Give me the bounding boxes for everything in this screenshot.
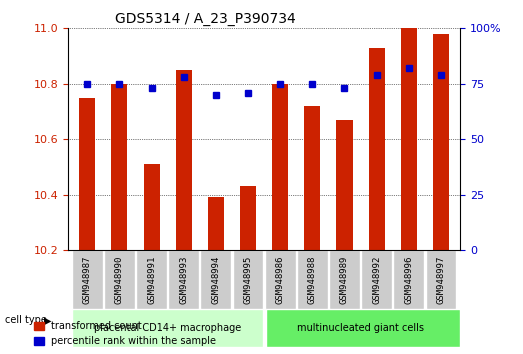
Bar [143, 164, 160, 250]
Bar [208, 197, 224, 250]
Text: GSM948996: GSM948996 [404, 255, 413, 304]
FancyBboxPatch shape [136, 250, 167, 309]
Bar [369, 48, 385, 250]
Text: ▶: ▶ [44, 315, 52, 325]
Bar [240, 186, 256, 250]
FancyBboxPatch shape [361, 250, 392, 309]
Text: GSM948994: GSM948994 [211, 255, 220, 304]
Text: GSM948997: GSM948997 [437, 255, 446, 304]
Text: multinucleated giant cells: multinucleated giant cells [297, 323, 424, 333]
Text: GDS5314 / A_23_P390734: GDS5314 / A_23_P390734 [115, 12, 296, 26]
Text: cell type: cell type [5, 315, 47, 325]
Text: GSM948995: GSM948995 [244, 255, 253, 304]
Bar [79, 98, 95, 250]
Text: placental CD14+ macrophage: placental CD14+ macrophage [94, 323, 241, 333]
Legend: transformed count, percentile rank within the sample: transformed count, percentile rank withi… [31, 319, 219, 349]
FancyBboxPatch shape [104, 250, 135, 309]
Text: GSM948991: GSM948991 [147, 255, 156, 304]
FancyBboxPatch shape [168, 250, 199, 309]
Bar [111, 84, 128, 250]
FancyBboxPatch shape [233, 250, 264, 309]
Text: GSM948986: GSM948986 [276, 255, 285, 304]
Bar [433, 34, 449, 250]
Text: GSM948990: GSM948990 [115, 255, 124, 304]
Bar [176, 70, 192, 250]
FancyBboxPatch shape [426, 250, 457, 309]
FancyBboxPatch shape [200, 250, 231, 309]
Bar [401, 28, 417, 250]
FancyBboxPatch shape [265, 250, 295, 309]
Text: GSM948992: GSM948992 [372, 255, 381, 304]
Bar [272, 84, 288, 250]
FancyBboxPatch shape [72, 250, 103, 309]
FancyBboxPatch shape [393, 250, 424, 309]
Bar [304, 106, 321, 250]
Text: GSM948987: GSM948987 [83, 255, 92, 304]
FancyBboxPatch shape [72, 309, 264, 347]
FancyBboxPatch shape [266, 309, 460, 347]
Text: GSM948989: GSM948989 [340, 255, 349, 304]
Text: GSM948988: GSM948988 [308, 255, 317, 304]
Text: GSM948993: GSM948993 [179, 255, 188, 304]
FancyBboxPatch shape [329, 250, 360, 309]
FancyBboxPatch shape [297, 250, 328, 309]
Bar [336, 120, 353, 250]
